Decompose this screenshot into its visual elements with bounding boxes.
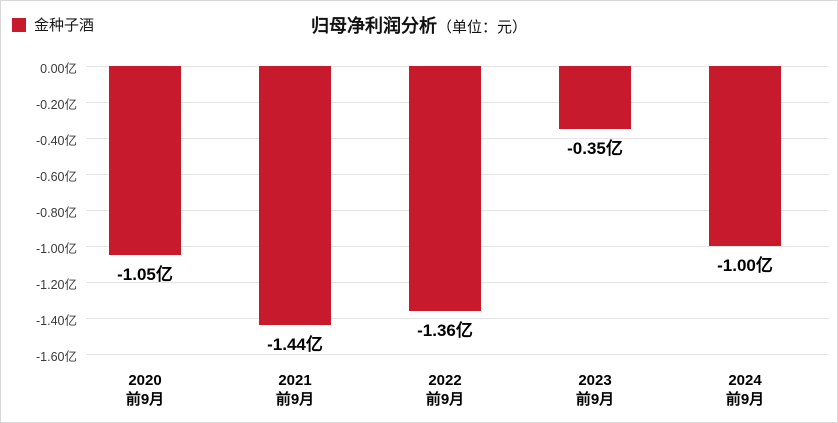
x-label-year: 2020 <box>128 372 162 389</box>
x-label-period: 前9月 <box>425 391 465 408</box>
bar-value-label: -1.05亿 <box>117 265 173 284</box>
x-axis-tick-label: 2020 前9月 <box>70 371 220 409</box>
plot-area <box>86 66 829 355</box>
bar-value-label: -1.36亿 <box>417 321 473 340</box>
gridline <box>86 354 829 355</box>
bar-2023 <box>559 66 631 129</box>
x-label-period: 前9月 <box>575 391 615 408</box>
y-axis-tick-label: -0.20亿 <box>36 98 77 112</box>
chart-title: 归母净利润分析（单位：元） <box>1 12 837 38</box>
legend-series-label: 金种子酒 <box>34 17 95 34</box>
bar-value-label: -1.44亿 <box>267 335 323 354</box>
y-axis-tick-label: -0.60亿 <box>36 170 77 184</box>
x-axis-tick-label: 2024 前9月 <box>670 371 820 409</box>
x-label-year: 2022 <box>428 372 462 389</box>
x-label-period: 前9月 <box>275 391 315 408</box>
bar-2022 <box>409 66 481 311</box>
x-axis-tick-label: 2023 前9月 <box>520 371 670 409</box>
chart-title-unit: （单位：元） <box>436 19 527 36</box>
x-axis-tick-label: 2021 前9月 <box>220 371 370 409</box>
x-label-period: 前9月 <box>725 391 765 408</box>
bar-2021 <box>259 66 331 325</box>
y-axis-tick-label: -1.60亿 <box>36 350 77 364</box>
y-axis-tick-label: -0.40亿 <box>36 134 77 148</box>
bar-value-label: -0.35亿 <box>567 139 623 158</box>
chart-title-main: 归母净利润分析 <box>310 16 437 36</box>
y-axis-tick-label: -1.40亿 <box>36 314 77 328</box>
legend: 金种子酒 <box>12 14 94 35</box>
y-axis-tick-label: -0.80亿 <box>36 206 77 220</box>
x-label-period: 前9月 <box>125 391 165 408</box>
bar-2024 <box>709 66 781 246</box>
y-axis-tick-label: 0.00亿 <box>40 62 77 76</box>
x-label-year: 2023 <box>578 372 612 389</box>
y-axis-tick-label: -1.20亿 <box>36 278 77 292</box>
gridline <box>86 318 829 319</box>
bar-value-label: -1.00亿 <box>717 256 773 275</box>
x-label-year: 2021 <box>278 372 312 389</box>
x-label-year: 2024 <box>728 372 762 389</box>
bar-2020 <box>109 66 181 255</box>
y-axis-tick-label: -1.00亿 <box>36 242 77 256</box>
legend-swatch-icon <box>12 17 26 32</box>
x-axis-tick-label: 2022 前9月 <box>370 371 520 409</box>
